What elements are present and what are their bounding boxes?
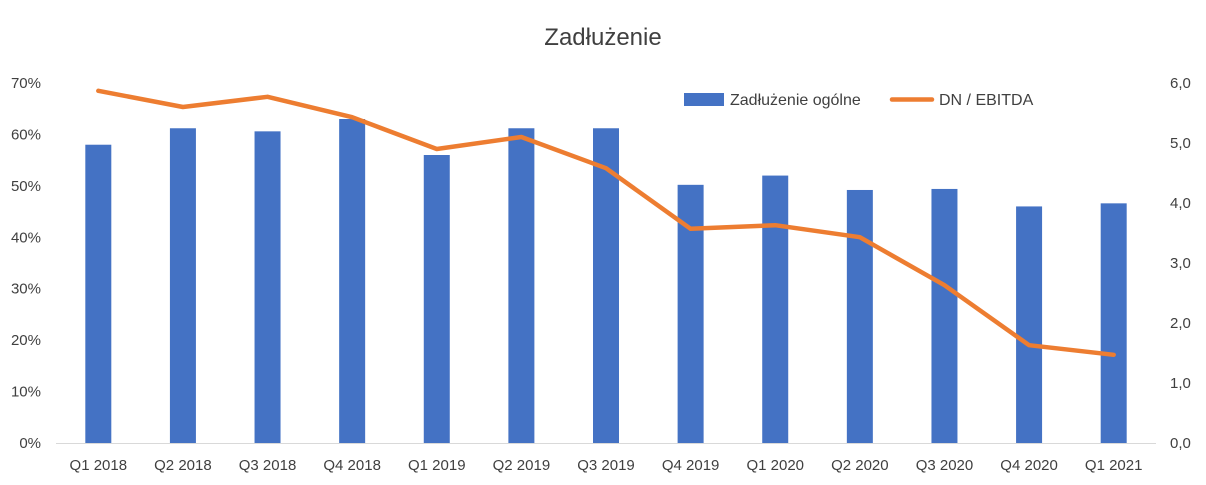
x-axis-tick-label: Q4 2019 xyxy=(662,457,720,474)
right-y-axis: 0,0 1,0 2,0 3,0 4,0 5,0 6,0 xyxy=(1170,75,1191,452)
x-axis-tick-label: Q4 2020 xyxy=(1000,457,1058,474)
x-axis-tick-label: Q2 2018 xyxy=(154,457,212,474)
x-axis-tick-label: Q3 2020 xyxy=(916,457,974,474)
left-axis-tick-label: 10% xyxy=(11,384,41,401)
bar xyxy=(1016,206,1043,443)
bar xyxy=(339,119,366,443)
x-axis-tick-label: Q4 2018 xyxy=(323,457,381,474)
x-axis-tick-label: Q2 2019 xyxy=(493,457,551,474)
x-axis-tick-label: Q2 2020 xyxy=(831,457,889,474)
bar xyxy=(169,128,196,443)
bar xyxy=(846,189,873,443)
legend: Zadłużenie ogólne DN / EBITDA xyxy=(684,92,1034,109)
legend-swatch-bar xyxy=(684,93,724,106)
left-axis-tick-label: 0% xyxy=(19,435,41,452)
right-axis-tick-label: 3,0 xyxy=(1170,255,1191,272)
left-axis-tick-label: 60% xyxy=(11,126,41,143)
left-axis-tick-label: 50% xyxy=(11,178,41,195)
right-axis-tick-label: 5,0 xyxy=(1170,135,1191,152)
left-y-axis: 0% 10% 20% 30% 40% 50% 60% 70% xyxy=(11,75,41,452)
legend-label-line: DN / EBITDA xyxy=(939,92,1034,109)
legend-label-bar: Zadłużenie ogólne xyxy=(730,92,861,109)
left-axis-tick-label: 20% xyxy=(11,332,41,349)
bar-series xyxy=(85,119,1127,444)
bar xyxy=(254,131,281,444)
x-axis-tick-label: Q1 2020 xyxy=(746,457,804,474)
right-axis-tick-label: 2,0 xyxy=(1170,315,1191,332)
right-axis-tick-label: 6,0 xyxy=(1170,75,1191,92)
bar xyxy=(593,128,619,443)
x-axis-tick-label: Q3 2018 xyxy=(239,457,297,474)
left-axis-tick-label: 30% xyxy=(11,281,41,298)
bar xyxy=(508,128,535,443)
right-axis-tick-label: 1,0 xyxy=(1170,375,1191,392)
bar xyxy=(423,155,450,443)
x-axis-tick-label: Q3 2019 xyxy=(577,457,635,474)
right-axis-tick-label: 0,0 xyxy=(1170,435,1191,452)
bar xyxy=(762,175,789,444)
x-axis-tick-label: Q1 2021 xyxy=(1085,457,1143,474)
line-series xyxy=(96,88,1116,358)
x-axis-labels: Q1 2018 Q2 2018 Q3 2018 Q4 2018 Q1 2019 Q2 20… xyxy=(70,457,1143,474)
x-axis-tick-label: Q1 2018 xyxy=(70,457,128,474)
x-axis-tick-label: Q1 2019 xyxy=(408,457,466,474)
left-axis-tick-label: 40% xyxy=(11,229,41,246)
bar xyxy=(931,188,958,443)
bar xyxy=(85,144,112,443)
right-axis-tick-label: 4,0 xyxy=(1170,195,1191,212)
left-axis-tick-label: 70% xyxy=(11,75,41,92)
bar xyxy=(1100,203,1127,443)
chart-title: Zadłużenie xyxy=(544,24,661,51)
